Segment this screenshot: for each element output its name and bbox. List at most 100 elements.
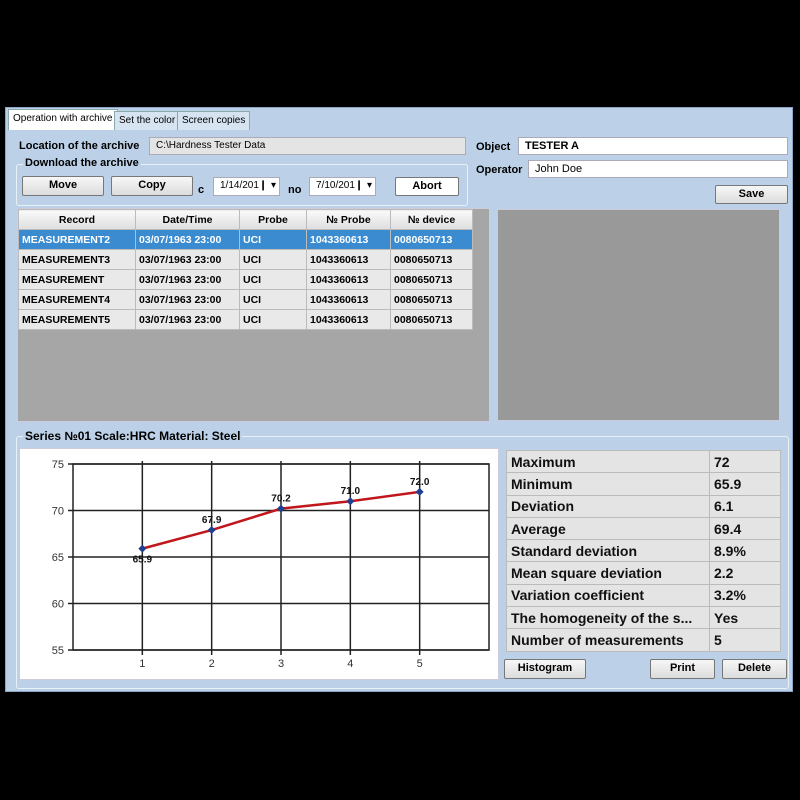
table-cell: MEASUREMENT2 [18, 229, 136, 250]
table-cell: 1043360613 [306, 229, 391, 250]
archive-window: Operation with archive Set the color Scr… [5, 107, 793, 692]
stat-label: Number of measurements [506, 628, 710, 652]
table-cell: 03/07/1963 23:00 [135, 289, 240, 310]
stat-label: Deviation [506, 494, 710, 518]
table-cell: UCI [239, 249, 307, 270]
table-row[interactable]: MEASUREMENT3 03/07/1963 23:00 UCI 104336061… [18, 249, 473, 270]
table-cell: UCI [239, 269, 307, 290]
operator-label: Operator [476, 164, 523, 176]
table-cell: 0080650713 [390, 269, 473, 290]
download-archive-group: Download the archive [16, 157, 468, 206]
tab-set-the-color[interactable]: Set the color [114, 111, 181, 130]
table-cell: 03/07/1963 23:00 [135, 249, 240, 270]
x-tick-label: 4 [347, 658, 353, 670]
x-tick-label: 3 [278, 658, 284, 670]
tab-screen-copies[interactable]: Screen copies [177, 111, 251, 130]
stat-label: Maximum [506, 449, 710, 474]
save-button[interactable]: Save [715, 185, 788, 204]
stats-table: Maximum 72 Minimum 65.9 Deviation 6.1 Average 6… [506, 449, 781, 652]
stat-label: Minimum [506, 472, 710, 496]
dropdown-arrow-icon: ▾ [366, 180, 372, 191]
stats-row: Mean square deviation 2.2 [506, 561, 781, 585]
download-archive-title: Download the archive [23, 157, 141, 169]
table-cell: 1043360613 [306, 249, 391, 270]
y-tick-label: 75 [52, 459, 64, 471]
move-button[interactable]: Move [22, 176, 104, 196]
stats-row: Maximum 72 [506, 449, 781, 474]
chart-area: 55 60 65 70 75 1 2 3 4 5 65.9 67.9 70.2 71.0 72.0 [19, 448, 499, 680]
delete-button[interactable]: Delete [722, 659, 787, 679]
table-cell: 0080650713 [390, 249, 473, 270]
to-label: no [288, 184, 302, 196]
col-datetime[interactable]: Date/Time [135, 209, 240, 230]
records-grid[interactable]: Record Date/Time Probe № Probe № device … [17, 208, 490, 422]
y-tick-label: 60 [52, 599, 64, 611]
table-cell: 0080650713 [390, 229, 473, 250]
y-tick-label: 55 [52, 645, 64, 657]
col-device-number[interactable]: № device [390, 209, 473, 230]
table-cell: MEASUREMENT [18, 269, 136, 290]
x-tick-label: 5 [417, 658, 423, 670]
stat-value: 2.2 [709, 561, 781, 585]
table-row[interactable]: MEASUREMENT2 03/07/1963 23:00 UCI 104336061… [18, 229, 473, 250]
data-label: 71.0 [341, 486, 361, 497]
stats-row: Number of measurements 5 [506, 628, 781, 652]
object-field[interactable]: TESTER A [518, 137, 788, 155]
table-cell: MEASUREMENT4 [18, 289, 136, 310]
stats-row: The homogeneity of the s... Yes [506, 606, 781, 630]
stats-row: Average 69.4 [506, 516, 781, 541]
stat-label: Average [506, 516, 710, 541]
table-cell: 1043360613 [306, 269, 391, 290]
table-cell: 03/07/1963 23:00 [135, 229, 240, 250]
table-cell: 03/07/1963 23:00 [135, 269, 240, 290]
stat-value: 3.2% [709, 583, 781, 608]
stats-row: Variation coefficient 3.2% [506, 583, 781, 608]
from-date-value: 1/14/201❙ [220, 180, 268, 191]
table-cell: UCI [239, 229, 307, 250]
col-probe-number[interactable]: № Probe [306, 209, 391, 230]
data-point [138, 544, 147, 553]
table-row[interactable]: MEASUREMENT4 03/07/1963 23:00 UCI 104336061… [18, 289, 473, 310]
table-cell: UCI [239, 309, 307, 330]
table-cell: 1043360613 [306, 309, 391, 330]
table-row[interactable]: MEASUREMENT 03/07/1963 23:00 UCI 1043360613… [18, 269, 473, 290]
stat-value: 69.4 [709, 516, 781, 541]
histogram-button[interactable]: Histogram [504, 659, 586, 679]
stats-row: Minimum 65.9 [506, 472, 781, 496]
to-date-value: 7/10/201❙ [316, 180, 364, 191]
stat-label: The homogeneity of the s... [506, 606, 710, 630]
stat-value: 8.9% [709, 539, 781, 563]
data-point [346, 497, 355, 506]
table-row[interactable]: MEASUREMENT5 03/07/1963 23:00 UCI 104336061… [18, 309, 473, 330]
data-point [207, 526, 216, 535]
data-label: 72.0 [410, 477, 430, 488]
x-tick-label: 1 [139, 658, 145, 670]
col-record[interactable]: Record [18, 209, 136, 230]
stat-value: 72 [709, 449, 781, 474]
col-probe[interactable]: Probe [239, 209, 307, 230]
tab-operation-with-archive[interactable]: Operation with archive [8, 109, 118, 130]
abort-button[interactable]: Abort [395, 177, 459, 196]
stat-value: 65.9 [709, 472, 781, 496]
dropdown-arrow-icon: ▾ [270, 180, 276, 191]
stat-value: Yes [709, 606, 781, 630]
stat-value: 5 [709, 628, 781, 652]
x-tick-label: 2 [209, 658, 215, 670]
table-cell: 0080650713 [390, 309, 473, 330]
data-label: 67.9 [202, 515, 222, 526]
object-label: Object [476, 141, 511, 153]
from-date-picker[interactable]: 1/14/201❙ ▾ [213, 177, 280, 196]
operator-field[interactable]: John Doe [528, 160, 788, 178]
stat-label: Variation coefficient [506, 583, 710, 608]
stats-row: Standard deviation 8.9% [506, 539, 781, 563]
data-point [277, 504, 285, 513]
archive-location-field[interactable]: C:\Hardness Tester Data [149, 137, 466, 155]
line-chart: 55 60 65 70 75 1 2 3 4 5 65.9 67.9 70.2 71.0 72.0 [52, 459, 490, 670]
y-tick-label: 70 [52, 506, 64, 518]
y-tick-label: 65 [52, 552, 64, 564]
stat-label: Mean square deviation [506, 561, 710, 585]
print-button[interactable]: Print [650, 659, 715, 679]
table-cell: MEASUREMENT5 [18, 309, 136, 330]
to-date-picker[interactable]: 7/10/201❙ ▾ [309, 177, 376, 196]
copy-button[interactable]: Copy [111, 176, 193, 196]
